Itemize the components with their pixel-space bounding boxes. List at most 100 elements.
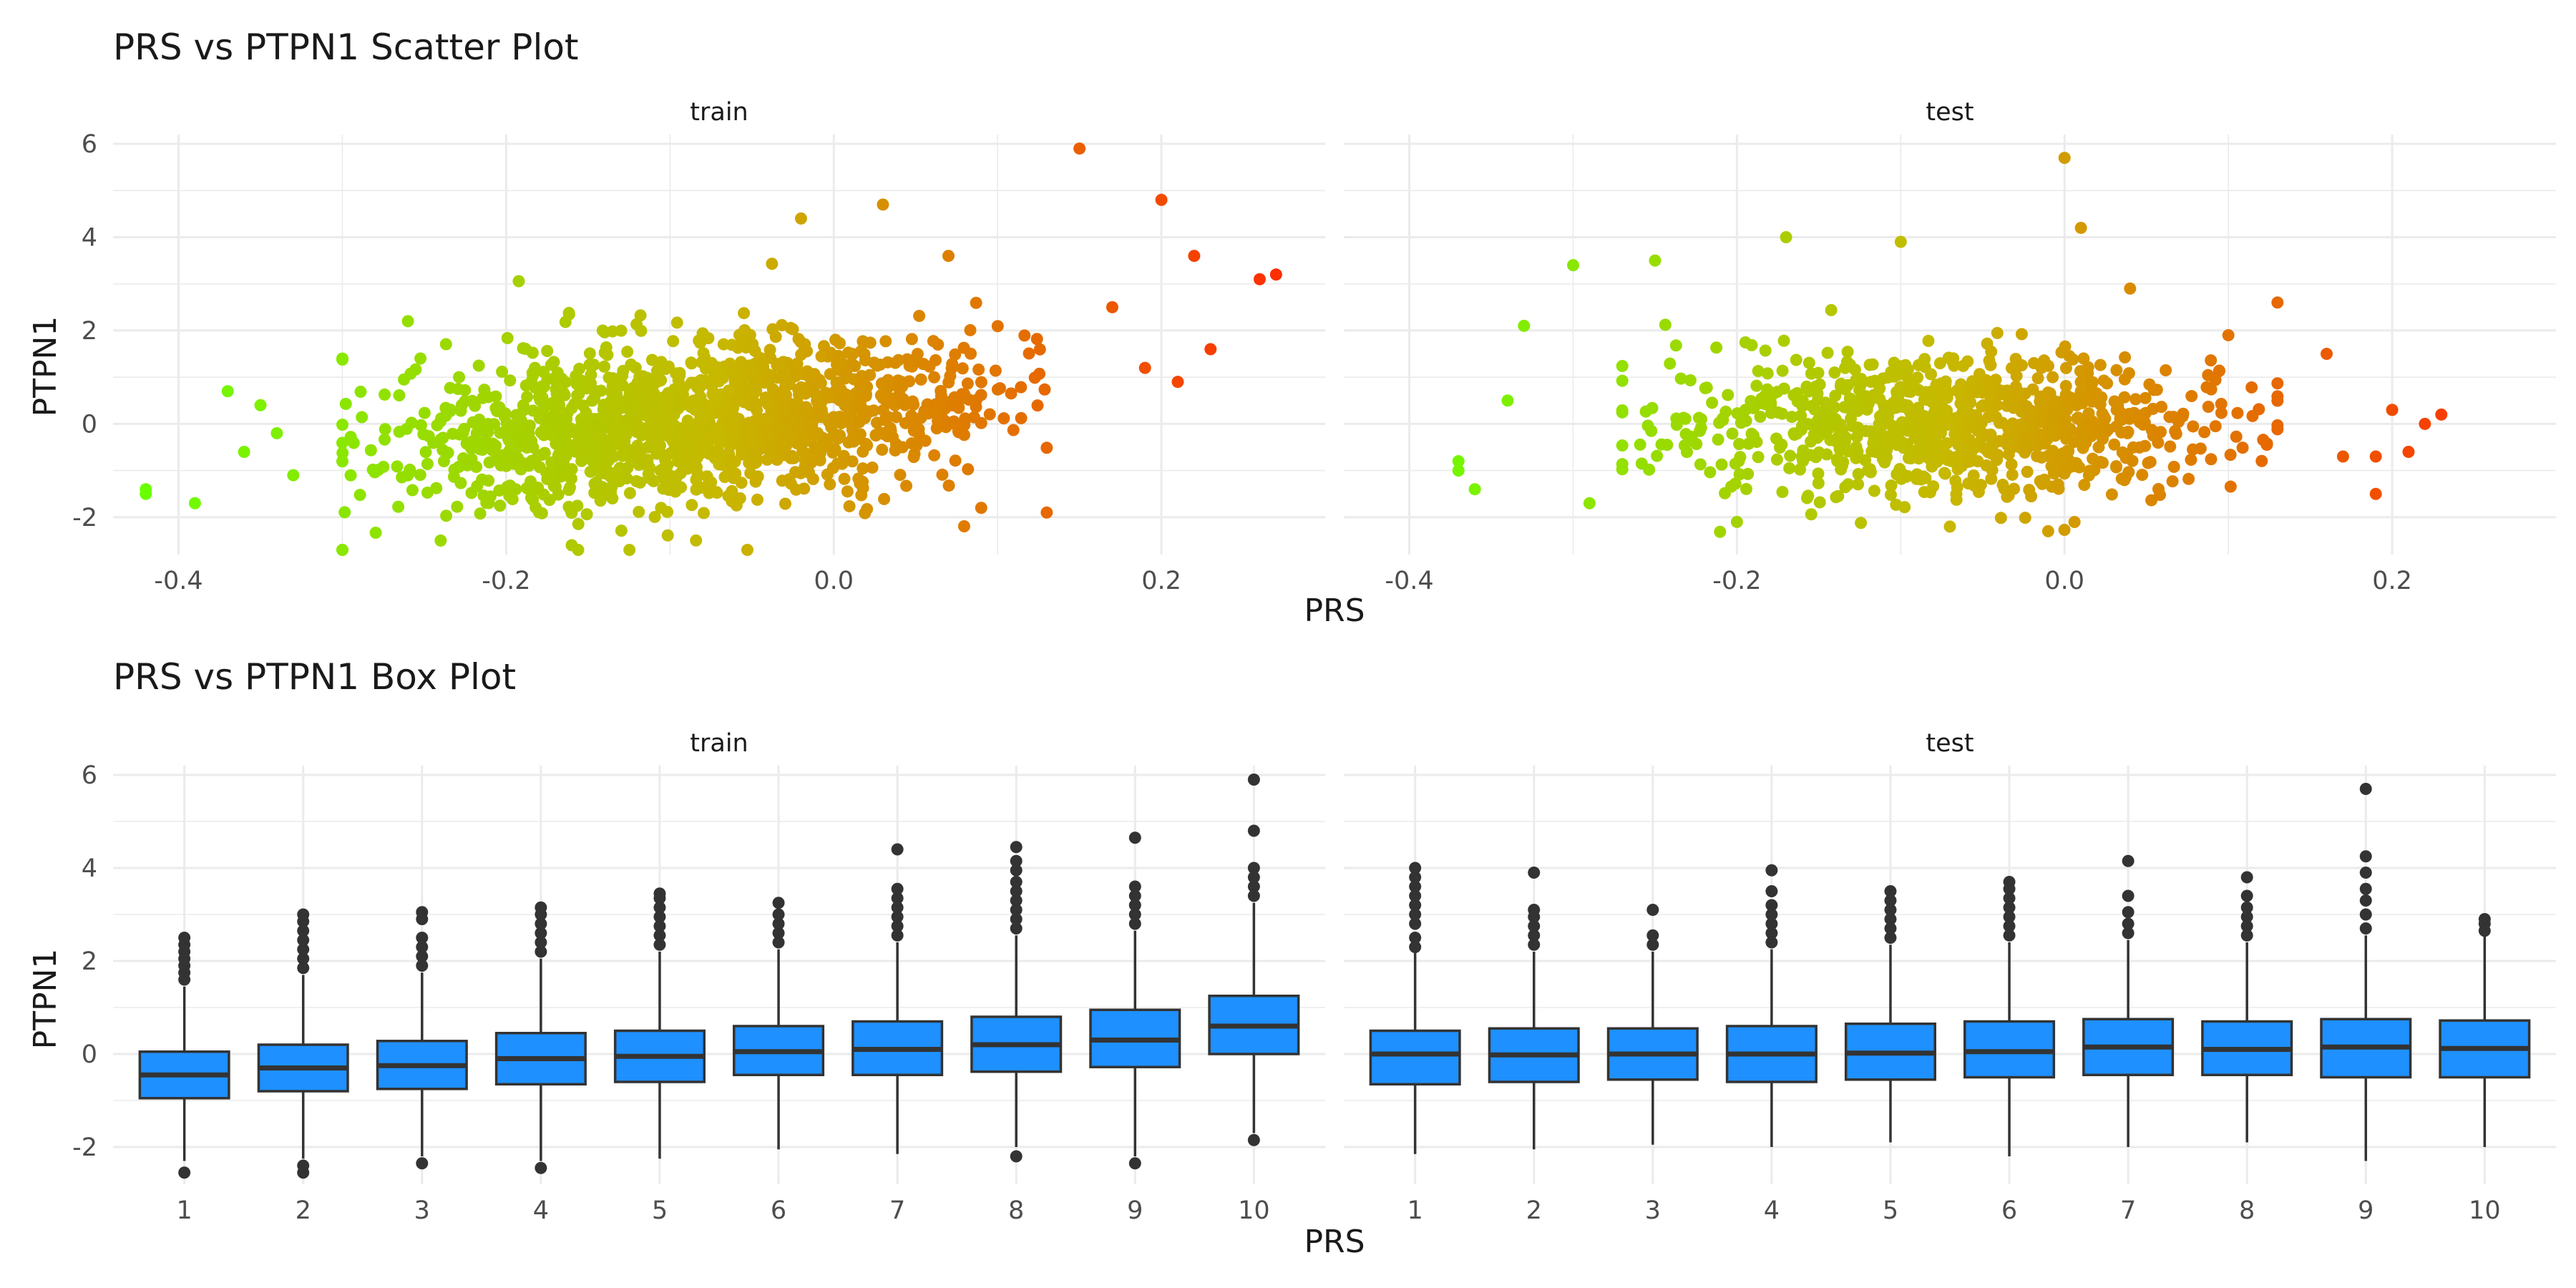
scatter-point (662, 386, 675, 399)
box-outlier (891, 910, 904, 923)
scatter-point (541, 345, 554, 358)
scatter-point (472, 359, 485, 372)
box-outlier (1884, 904, 1897, 916)
scatter-point (623, 487, 636, 499)
scatter-point (2172, 415, 2185, 428)
scatter-point (2078, 479, 2091, 492)
scatter-point (1801, 492, 1814, 504)
box-outlier (416, 941, 429, 953)
scatter-point (1948, 412, 1961, 425)
y-tick-label: 6 (82, 761, 97, 790)
scatter-point (1787, 389, 1800, 401)
scatter-point (459, 395, 472, 408)
scatter-point (568, 398, 581, 411)
scatter-point (1712, 433, 1724, 446)
scatter-point (876, 443, 889, 456)
box-outlier (2122, 854, 2135, 867)
scatter-point (1704, 466, 1717, 479)
scatter-point (2033, 416, 2046, 429)
scatter-point (1995, 386, 2008, 399)
x-tick-label: 3 (414, 1196, 430, 1225)
scatter-point (936, 468, 949, 481)
box-outlier (1409, 862, 1422, 874)
box-outlier (653, 938, 666, 951)
scatter-point (2246, 409, 2259, 422)
scatter-point (927, 335, 940, 348)
scatter-point (1888, 368, 1901, 381)
scatter-point (1745, 338, 1758, 351)
scatter-point (526, 366, 539, 379)
scatter-point (1566, 259, 1579, 272)
scatter-point (2245, 381, 2258, 394)
box-outlier (1646, 904, 1659, 916)
box-outlier (1010, 876, 1023, 888)
scatter-point (1842, 478, 1855, 491)
scatter-point (857, 445, 869, 458)
scatter-point (474, 507, 487, 520)
scatter-point (884, 395, 897, 408)
scatter-point (2077, 441, 2089, 454)
scatter-point (1468, 483, 1481, 496)
scatter-point (736, 333, 748, 346)
scatter-point (1616, 404, 1629, 416)
scatter-point (762, 428, 775, 441)
box-outlier (2359, 894, 2372, 907)
scatter-point (575, 427, 587, 440)
scatter-point (751, 378, 763, 391)
scatter-point (857, 462, 869, 475)
scatter-point (2051, 478, 2064, 491)
scatter-point (1760, 398, 1772, 411)
x-tick-label: 6 (2001, 1196, 2017, 1225)
scatter-point (1639, 405, 1652, 418)
box-outlier (891, 901, 904, 914)
scatter-point (912, 428, 925, 441)
scatter-point (1894, 235, 1907, 248)
scatter-point (852, 472, 865, 485)
box-outlier (297, 943, 310, 956)
box-outlier (1247, 1133, 1260, 1146)
scatter-point (1692, 411, 1705, 424)
scatter-point (2063, 350, 2076, 363)
scatter-point (730, 499, 743, 512)
x-tick-label: 2 (1526, 1196, 1542, 1225)
scatter-point (585, 369, 597, 381)
scatter-point (1947, 352, 1960, 365)
scatter-point (539, 421, 552, 434)
scatter-point (1788, 429, 1801, 441)
scatter-point (2144, 456, 2157, 469)
y-tick-label: 2 (82, 947, 97, 976)
scatter-point (821, 468, 834, 481)
scatter-point (2007, 401, 2020, 414)
scatter-point (946, 358, 959, 371)
scatter-point (964, 323, 977, 336)
scatter-point (1933, 357, 1946, 370)
scatter-point (1785, 411, 1798, 424)
scatter-point (490, 448, 503, 461)
scatter-point (1863, 358, 1876, 371)
scatter-point (794, 212, 807, 225)
scatter-point (757, 361, 770, 374)
scatter-point (2109, 460, 2122, 473)
scatter-point (899, 416, 912, 429)
scatter-point (2038, 354, 2051, 367)
box-outlier (772, 908, 785, 921)
scatter-point (1955, 426, 1968, 439)
box-outlier (891, 882, 904, 895)
box-outlier (1010, 894, 1023, 907)
box-outlier (2003, 876, 2016, 888)
scatter-point (1810, 451, 1823, 464)
scatter-point (1919, 411, 1932, 424)
box-outlier (178, 932, 191, 944)
scatter-point (763, 343, 776, 356)
scatter-point (477, 424, 490, 437)
scatter-point (1731, 407, 1744, 420)
scatter-point (1821, 346, 1834, 359)
box-outlier (297, 962, 310, 975)
scatter-point (1985, 346, 1998, 358)
scatter-point (1941, 436, 1953, 449)
scatter-point (1984, 393, 1997, 406)
x-tick-label: 3 (1645, 1196, 1661, 1225)
scatter-point (711, 487, 723, 499)
scatter-point (1616, 374, 1629, 387)
scatter-point (610, 466, 623, 479)
